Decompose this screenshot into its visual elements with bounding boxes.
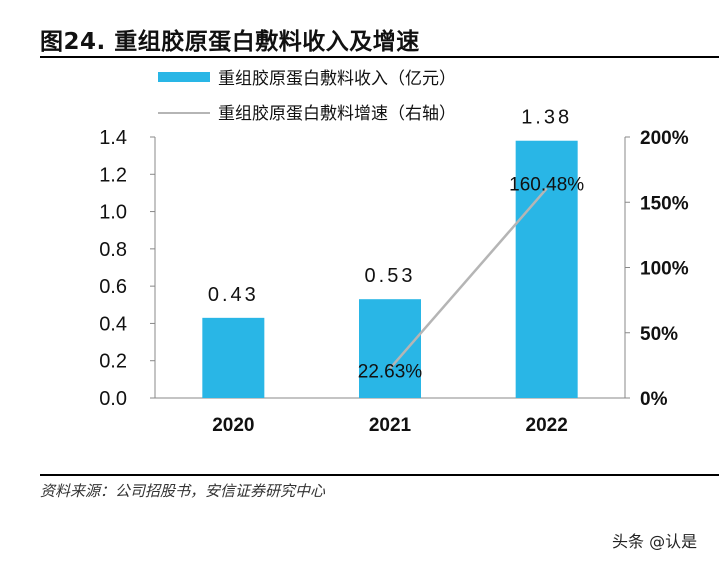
chart: 重组胶原蛋白敷料收入（亿元） 重组胶原蛋白敷料增速（右轴） 0.0 0.2 0.4 0.6… bbox=[99, 69, 689, 436]
growth-point-2021 bbox=[389, 367, 391, 369]
right-tick-label: 200% bbox=[640, 128, 689, 149]
x-tick-label: 2021 bbox=[369, 415, 412, 436]
line-data-label: 160.48% bbox=[509, 175, 584, 196]
left-tick-label: 1.4 bbox=[99, 127, 127, 149]
legend-line-label: 重组胶原蛋白敷料增速（右轴） bbox=[218, 104, 456, 123]
bar-2022 bbox=[515, 140, 578, 398]
source-note: 资料来源：公司招股书，安信证券研究中心 bbox=[40, 482, 326, 500]
bar-2020 bbox=[202, 317, 265, 398]
left-tick-label: 0.2 bbox=[99, 351, 127, 373]
left-tick-label: 0.4 bbox=[99, 313, 127, 335]
right-tick-label: 100% bbox=[640, 259, 689, 280]
title-rule bbox=[40, 56, 719, 58]
growth-point-2022 bbox=[546, 188, 548, 190]
left-tick-label: 0.6 bbox=[99, 276, 127, 298]
left-tick-label: 1.2 bbox=[99, 164, 127, 186]
right-tick-label: 0% bbox=[640, 389, 668, 410]
bar-2021 bbox=[359, 299, 421, 398]
bar-data-label: 1.38 bbox=[521, 107, 572, 129]
source-rule bbox=[40, 474, 719, 476]
growth-line bbox=[389, 187, 548, 370]
left-tick-label: 0.0 bbox=[99, 388, 127, 410]
watermark: 头条 @认是 bbox=[612, 532, 698, 551]
figure-title: 图24. 重组胶原蛋白敷料收入及增速 bbox=[40, 29, 420, 55]
bar-data-label: 0.43 bbox=[208, 284, 259, 306]
bar-data-label: 0.53 bbox=[365, 265, 416, 287]
x-tick-label: 2020 bbox=[212, 415, 254, 436]
left-tick-label: 0.8 bbox=[99, 239, 127, 261]
x-tick-label: 2022 bbox=[526, 415, 568, 436]
legend-bar-swatch bbox=[158, 72, 210, 82]
right-tick-label: 50% bbox=[640, 324, 678, 345]
left-tick-label: 1.0 bbox=[99, 202, 127, 224]
line-data-label: 22.63% bbox=[358, 361, 423, 382]
legend-bar-label: 重组胶原蛋白敷料收入（亿元） bbox=[218, 69, 456, 88]
right-tick-label: 150% bbox=[640, 193, 689, 214]
